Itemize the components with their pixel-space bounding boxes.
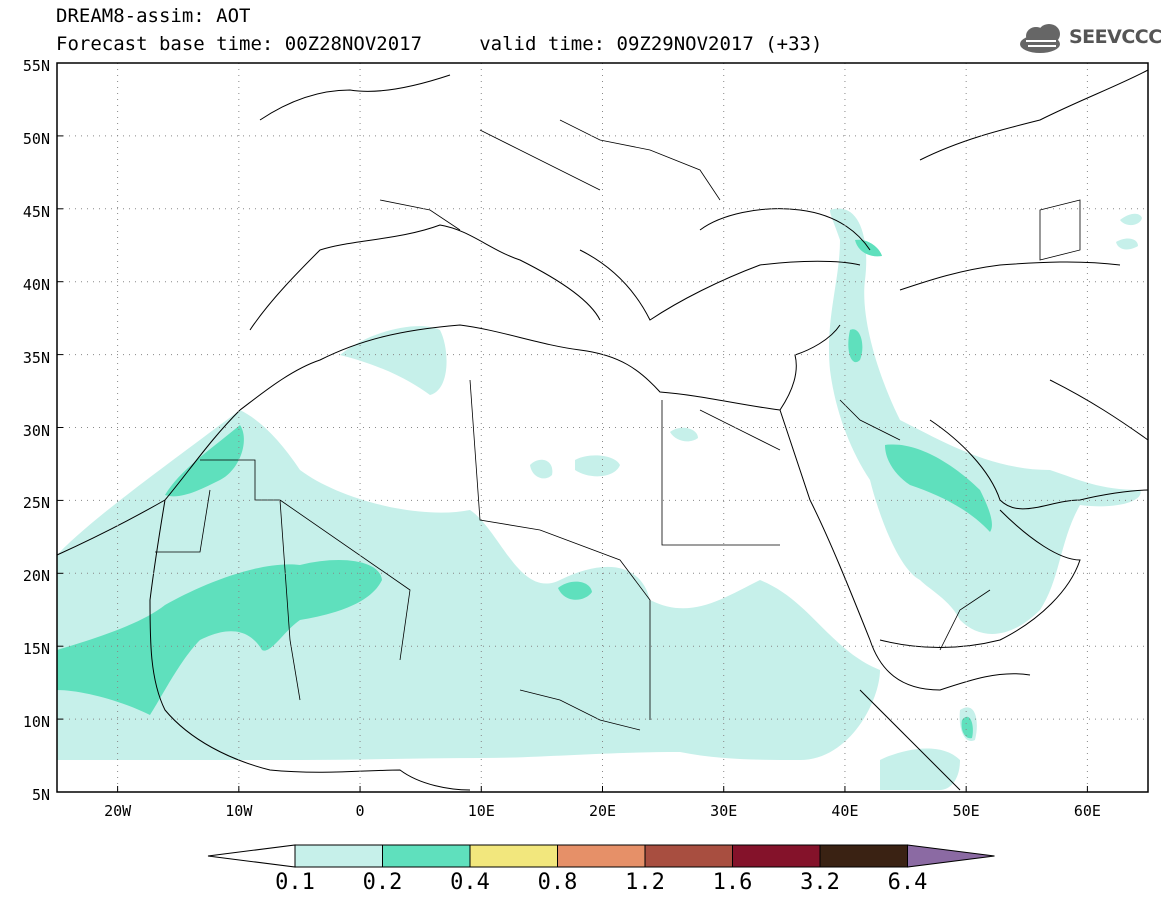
- colorbar-over-arrow: [907, 844, 995, 868]
- colorbar-tick-label: 3.2: [800, 870, 840, 895]
- lon-label: 20E: [588, 802, 617, 820]
- lat-label: 5N: [31, 786, 50, 804]
- lon-label: 10E: [467, 802, 495, 820]
- lon-label: 0: [355, 802, 365, 820]
- aot-area-algeria: [340, 326, 447, 395]
- lat-label: 55N: [22, 57, 50, 75]
- colorbar-segment: [294, 844, 383, 868]
- colorbar-segment: [382, 844, 471, 868]
- aot-area-horn: [880, 707, 977, 790]
- colorbar-under-arrow: [207, 844, 296, 868]
- lon-label: 20W: [104, 802, 132, 820]
- lat-label: 30N: [22, 421, 50, 440]
- colorbar-segment: [557, 844, 646, 868]
- aot-area-west-africa: [57, 410, 880, 760]
- coastlines: [56, 69, 1149, 791]
- axis-ticks: [57, 62, 1088, 793]
- lat-label: 20N: [22, 567, 50, 586]
- aot-area-mauritania: [57, 560, 382, 715]
- aot-area-chad: [558, 581, 592, 600]
- colorbar-tick-label: 1.6: [712, 870, 753, 895]
- aot-area-libya: [530, 427, 698, 479]
- lat-label: 15N: [22, 640, 50, 659]
- lat-label: 45N: [22, 202, 50, 221]
- colorbar-segment: [469, 844, 558, 868]
- lon-label: 40E: [831, 802, 859, 820]
- map-title: DREAM8-assim: AOT: [56, 5, 251, 27]
- lat-label: 25N: [22, 494, 50, 513]
- colorbar-tick-label: 0.1: [275, 870, 315, 895]
- colorbar-tick-label: 1.2: [625, 870, 665, 895]
- aot-area-somalia: [961, 716, 973, 739]
- lat-label: 50N: [22, 129, 50, 148]
- forecast-time-subtitle: Forecast base time: 00Z28NOV2017 valid t…: [56, 33, 823, 55]
- colorbar-tick-label: 0.8: [537, 870, 578, 895]
- lat-label: 10N: [22, 713, 50, 732]
- lat-label: 35N: [22, 348, 50, 367]
- lat-label: 40N: [22, 275, 50, 294]
- colorbar-tick-label: 0.2: [362, 870, 403, 895]
- colorbar-tick-label: 6.4: [887, 870, 928, 895]
- lon-label: 10W: [225, 802, 253, 820]
- colorbar-segment: [732, 844, 821, 868]
- aot-area-western-sahara: [165, 425, 244, 497]
- seevccc-logo: [1020, 24, 1060, 53]
- aot-area-persian-gulf: [885, 444, 992, 532]
- map-panel: [56, 62, 1149, 793]
- aot-area-syria: [848, 239, 882, 363]
- aot-contours: [57, 208, 1142, 790]
- colorbar-segment: [644, 844, 733, 868]
- lon-label: 60E: [1073, 802, 1101, 820]
- colorbar-segment: [819, 844, 908, 868]
- aot-area-arabia: [828, 208, 1141, 634]
- colorbar-tick-label: 0.4: [450, 870, 490, 895]
- lon-label: 50E: [952, 802, 980, 820]
- country-borders: [155, 119, 1081, 731]
- cloud-icon: [1020, 24, 1060, 53]
- aot-area-caspian: [1116, 213, 1142, 250]
- logo-text: SEEVCCC: [1069, 26, 1162, 48]
- lon-label: 30E: [710, 802, 738, 820]
